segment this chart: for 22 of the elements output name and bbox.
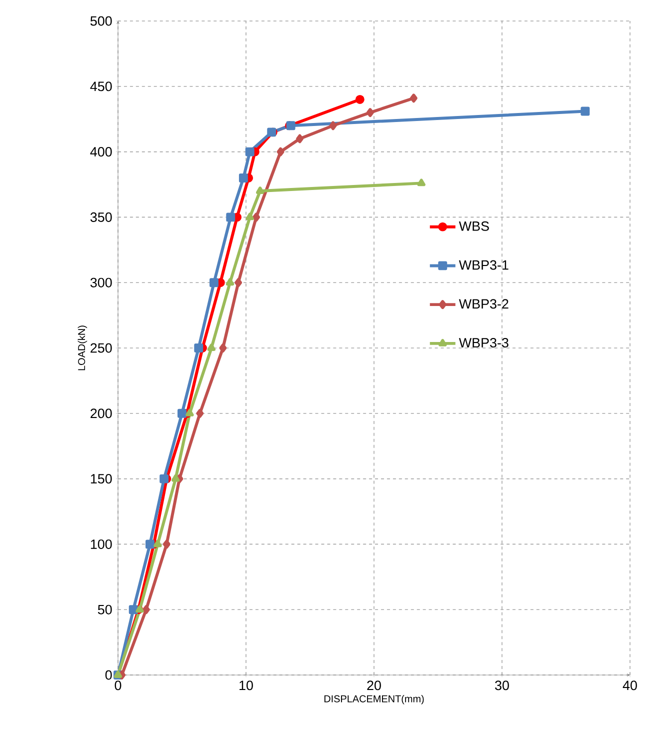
y-tick-label: 50 — [98, 604, 112, 614]
x-axis-title: DISPLACEMENT(mm) — [324, 695, 424, 704]
x-tick-label: 20 — [367, 680, 381, 690]
legend-label: WBP3-3 — [458, 338, 508, 348]
y-tick-label: 500 — [90, 16, 112, 26]
y-tick-label: 0 — [105, 670, 112, 680]
legend-label: WBS — [458, 221, 489, 231]
x-tick-label: 30 — [495, 680, 509, 690]
x-tick-label: 40 — [622, 680, 637, 690]
y-tick-label: 100 — [90, 539, 112, 549]
y-tick-label: 400 — [90, 147, 112, 157]
y-tick-label: 200 — [90, 408, 112, 418]
y-axis-title: LOAD(kN) — [78, 326, 88, 370]
y-tick-label: 250 — [90, 343, 112, 353]
x-tick-label: 10 — [240, 680, 253, 690]
y-tick-label: 300 — [90, 278, 112, 288]
y-tick-label: 150 — [90, 474, 112, 484]
y-tick-label: 450 — [90, 82, 112, 92]
x-tick-label: 0 — [114, 680, 122, 690]
legend-label: WBP3-2 — [458, 299, 508, 309]
y-tick-label: 350 — [90, 212, 112, 222]
legend-label: WBP3-1 — [458, 260, 508, 270]
